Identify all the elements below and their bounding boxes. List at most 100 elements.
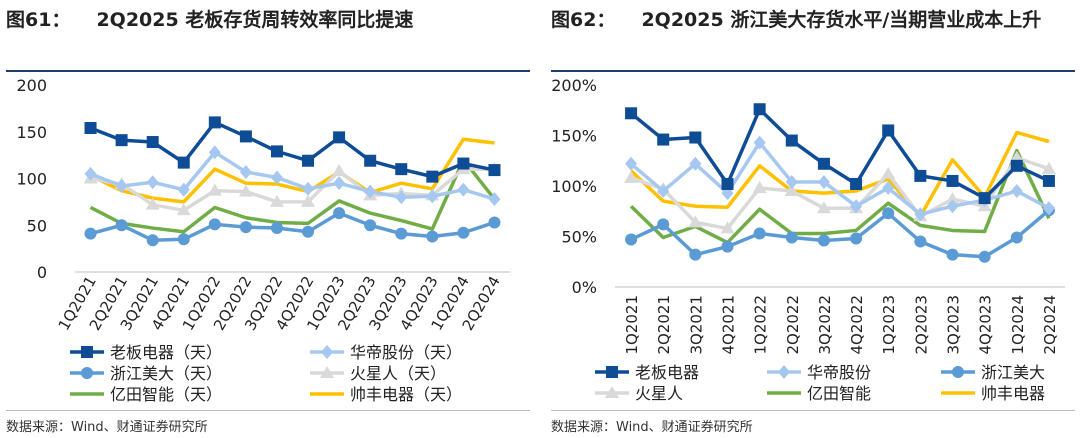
y-tick-label: 100 [16,170,47,189]
data-point-marker [753,135,766,150]
legend-marker [778,365,790,379]
data-point-marker [239,221,252,234]
legend-marker [81,367,93,379]
data-point-marker [753,227,766,240]
legend-marker [320,366,334,378]
data-point-marker [688,215,703,228]
data-point-marker [882,124,895,137]
data-point-marker [625,156,638,171]
data-point-marker [882,181,895,196]
data-point-marker [332,164,347,177]
data-point-marker [84,122,97,135]
data-point-marker [721,177,734,190]
legend-label: 亿田智能（天） [110,385,222,404]
legend-marker [605,386,619,398]
data-point-marker [270,170,283,185]
data-point-marker [176,203,191,216]
series-line [89,158,496,234]
chart-panel-right: 图62： 2Q2025 浙江美大存货水平/当期营业成本上升 0% 50% 100% 15… [545,0,1080,438]
line-chart-inventory-to-cost-ratio: 0% 50% 100% 150% 200% 1Q2021 2Q2021 3Q2021 4Q202… [551,76,1065,403]
data-point-marker [785,174,798,189]
data-point-marker [177,156,190,169]
legend-marker [952,366,964,378]
data-point-marker [333,131,346,144]
source-rule [551,410,1075,411]
data-point-marker [395,163,408,176]
legend-label: 浙江美大 [981,363,1045,382]
data-point-marker [978,192,991,205]
legend-marker [606,366,618,378]
data-point-marker [364,219,377,232]
source-rule [6,410,530,411]
line-chart-inventory-turnover-days: 0501001502001Q20212Q20213Q20214Q20211Q20… [16,76,510,404]
data-point-marker [457,226,470,239]
data-point-marker [1041,161,1056,174]
data-point-marker [333,176,346,191]
x-tick-label: 1Q2021 [623,295,641,355]
x-tick-label: 3Q2022 [816,295,834,355]
x-tick-label: 2Q2024 [1041,295,1059,355]
data-point-marker [689,248,702,261]
data-point-marker [208,145,221,160]
legend-label: 帅丰电器 [981,384,1045,403]
data-point-marker [785,231,798,244]
data-point-marker [946,174,959,187]
data-point-marker [946,248,959,261]
figure-number: 图61： [6,9,71,31]
data-point-marker [625,107,638,120]
data-point-marker [624,170,639,183]
data-point-marker [333,207,346,220]
x-tick-label: 3Q2023 [945,295,963,355]
data-point-marker [239,164,252,179]
data-point-marker [753,103,766,116]
data-point-marker [395,227,408,240]
data-point-marker [721,240,734,253]
data-point-marker [816,201,831,214]
y-tick-label: 200 [16,76,47,95]
data-point-marker [850,199,863,214]
y-tick-label: 200% [551,76,597,95]
data-point-marker [689,131,702,144]
data-point-marker [115,178,128,193]
y-tick-label: 50% [561,228,597,247]
data-point-marker [914,207,927,222]
data-point-marker [207,183,222,196]
y-tick-label: 150% [551,127,597,146]
x-tick-label: 3Q2021 [687,295,705,355]
data-point-marker [1042,201,1055,216]
data-point-marker [1010,159,1023,172]
data-point-marker [689,156,702,171]
data-point-marker [785,134,798,147]
data-point-marker [784,184,799,197]
data-point-marker [457,182,470,197]
y-tick-label: 0 [37,263,47,282]
data-point-marker [115,134,128,147]
data-point-marker [145,197,160,210]
figure-title-text: 2Q2025 浙江美大存货水平/当期营业成本上升 [641,9,1042,31]
data-point-marker [426,230,439,243]
data-point-marker [302,225,315,238]
legend-label: 老板电器（天） [110,343,222,362]
data-point-marker [657,184,670,199]
data-point-marker [395,190,408,205]
data-point-marker [302,181,315,196]
data-point-marker [84,227,97,240]
data-source: 数据来源：Wind、财通证券研究所 [6,420,208,435]
legend-label: 亿田智能 [807,384,871,403]
data-point-marker [238,184,253,197]
data-point-marker [177,182,190,197]
data-point-marker [914,169,927,182]
title-rule [6,70,530,72]
data-point-marker [488,216,501,229]
data-point-marker [364,184,377,199]
x-tick-label: 4Q2022 [848,295,866,355]
y-tick-label: 100% [551,177,597,196]
legend-label: 华帝股份 [807,363,871,382]
data-point-marker [302,154,315,167]
data-point-marker [657,218,670,231]
series-line [89,137,495,204]
figure-title-text: 2Q2025 老板存货周转效率同比提速 [96,9,414,31]
y-tick-label: 150 [16,123,47,142]
data-point-marker [850,177,863,190]
data-point-marker [881,166,896,179]
